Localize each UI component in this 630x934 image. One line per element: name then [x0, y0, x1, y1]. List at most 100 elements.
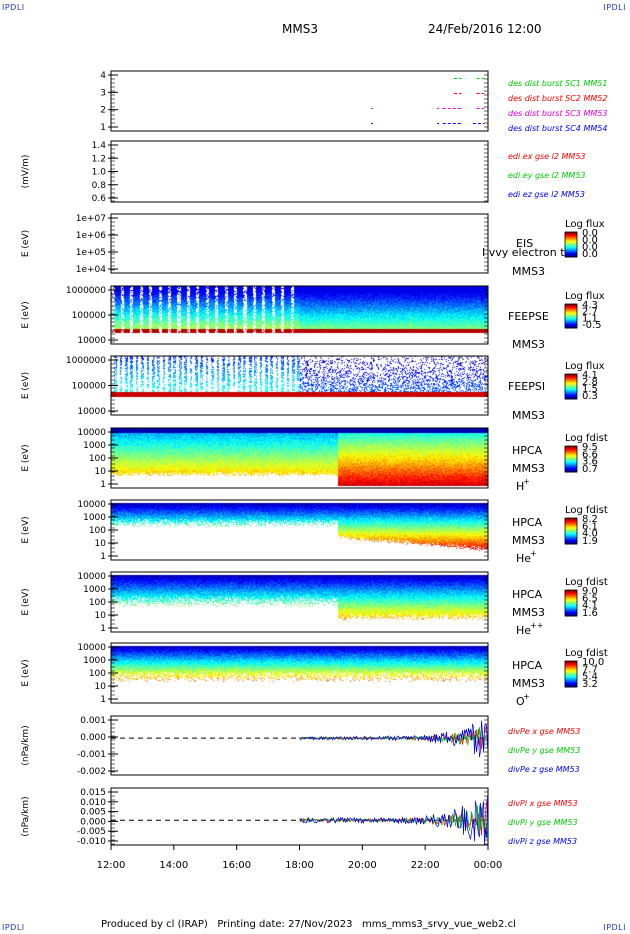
feepse-spacecraft-label: MMS3	[512, 338, 545, 351]
colorbar-6-swatch	[565, 524, 577, 526]
colorbar-5-swatch	[565, 464, 577, 466]
colorbar-6-swatch	[565, 534, 577, 537]
colorbar-7-swatch	[565, 592, 577, 594]
colorbar-8-swatch	[565, 669, 577, 671]
colorbar-7-swatch	[565, 614, 577, 616]
colorbar-4-swatch	[565, 383, 577, 385]
colorbar-6-swatch	[565, 518, 577, 520]
colorbar-4-swatch	[565, 384, 577, 386]
colorbar-8-swatch	[565, 681, 577, 683]
hpca-6-spacecraft-label: MMS3	[512, 534, 545, 547]
panel-9-ytick-label: -0.002	[77, 767, 106, 777]
colorbar-5-swatch	[565, 456, 577, 458]
panel-frame-9	[110, 715, 489, 776]
colorbar-7-swatch	[565, 613, 577, 615]
colorbar-7-swatch	[565, 608, 577, 610]
colorbar-6-swatch	[565, 529, 577, 531]
colorbar-3-swatch	[565, 324, 577, 326]
colorbar-4-swatch	[565, 375, 577, 377]
colorbar-2-swatch	[565, 248, 577, 250]
panel-3-ytick-label: 100000	[72, 311, 107, 321]
panel-7-ytick-label: 1	[100, 624, 106, 634]
colorbar-4-swatch	[565, 385, 577, 387]
colorbar-2-swatch	[565, 243, 577, 245]
hpca-8-species-charge: +	[523, 692, 530, 701]
colorbar-5-swatch	[565, 468, 577, 470]
panel-0-ytick-label: 2	[100, 106, 106, 116]
colorbar-8-tick-label: 5.4	[582, 672, 598, 683]
panel-0-ytick-label: 1	[100, 123, 106, 133]
colorbar-2-swatch	[565, 243, 577, 245]
corner-label-tl: IPDLI	[2, 3, 25, 12]
colorbar-8-swatch	[565, 672, 577, 674]
colorbar-2-swatch	[565, 246, 577, 248]
colorbar-5-swatch	[565, 455, 577, 457]
div-legend-10-3: divPi z gse MM53	[508, 837, 577, 846]
colorbar-7-swatch	[565, 601, 577, 603]
colorbar-3-tick-label: -0.5	[582, 320, 602, 331]
colorbar-7-swatch	[565, 606, 577, 608]
colorbar-4-swatch	[565, 393, 577, 395]
colorbar-3-tick-label: 1.1	[582, 313, 598, 324]
colorbar-2-swatch	[565, 236, 577, 238]
colorbar-5-swatch	[565, 466, 577, 468]
div-legend-9-1: divPe x gse MM53	[508, 727, 580, 736]
div-trace-3	[299, 796, 488, 846]
colorbar-2-swatch	[565, 237, 577, 239]
colorbar-4-swatch	[565, 377, 577, 379]
hpca-7-spacecraft-label: MMS3	[512, 606, 545, 619]
panel-2-ytick-label: 1e+04	[76, 265, 107, 275]
colorbar-2-swatch	[565, 245, 577, 247]
colorbar-3-label: Log flux	[565, 291, 605, 302]
colorbar-2-swatch	[565, 249, 577, 251]
colorbar-6-swatch	[565, 532, 577, 535]
div-trace-2	[299, 804, 488, 840]
colorbar-5-tick-label: 9.5	[582, 442, 598, 453]
colorbar-2-swatch	[565, 235, 577, 237]
colorbar-2-swatch	[565, 254, 577, 256]
colorbar-7-swatch	[565, 614, 577, 616]
colorbar-4-tick-label: 0.3	[582, 391, 598, 402]
colorbar-4-swatch	[565, 397, 577, 399]
panel-5-ytick-label: 10	[95, 467, 107, 477]
colorbar-5-swatch	[565, 451, 577, 453]
panel-10-ytick-label: -0.010	[77, 837, 106, 847]
colorbar-3-swatch	[565, 308, 577, 310]
colorbar-5-swatch	[565, 449, 577, 451]
colorbar-6-swatch	[565, 523, 577, 525]
colorbar-6-label: Log fdist	[565, 505, 608, 516]
colorbar-2-frame	[564, 231, 578, 258]
colorbar-7-swatch	[565, 610, 577, 612]
panel-8-ytick-label: 1	[100, 695, 106, 705]
hpca-7-instrument-label: HPCA	[512, 588, 543, 601]
colorbar-6-swatch	[565, 523, 577, 525]
colorbar-2-swatch	[565, 234, 577, 236]
panel-7-ytick-label: 1000	[83, 585, 106, 595]
colorbar-4-swatch	[565, 375, 577, 377]
panel-1-ytick-label: 1.0	[92, 168, 107, 178]
colorbar-8-frame	[564, 660, 578, 688]
colorbar-5-swatch	[565, 447, 577, 450]
colorbar-5-swatch	[565, 450, 577, 452]
feepse-spectrogram	[111, 286, 488, 344]
panel-3-ytick-label: 1000000	[66, 286, 106, 296]
panel-4-ytick-label: 1000000	[66, 356, 106, 366]
colorbar-8-swatch	[565, 671, 577, 673]
colorbar-4-swatch	[565, 388, 577, 390]
panel-9-ytick-label: -0.001	[77, 750, 106, 760]
colorbar-3-swatch	[565, 323, 577, 325]
colorbar-4-frame	[564, 373, 578, 400]
colorbar-8-swatch	[565, 668, 577, 670]
colorbar-6-swatch	[565, 521, 577, 524]
colorbar-3-frame	[564, 303, 578, 329]
panel-10-ytick-label: 0.000	[80, 817, 106, 827]
colorbar-8-swatch	[565, 685, 577, 687]
hpca-8-spacecraft-label: MMS3	[512, 677, 545, 690]
colorbar-2-swatch	[565, 255, 577, 257]
colorbar-7-swatch	[565, 591, 577, 594]
colorbar-6-swatch	[565, 537, 577, 539]
panel-2-ytick-label: 1e+06	[76, 231, 107, 241]
colorbar-2-swatch	[565, 238, 577, 240]
colorbar-2-swatch	[565, 247, 577, 249]
